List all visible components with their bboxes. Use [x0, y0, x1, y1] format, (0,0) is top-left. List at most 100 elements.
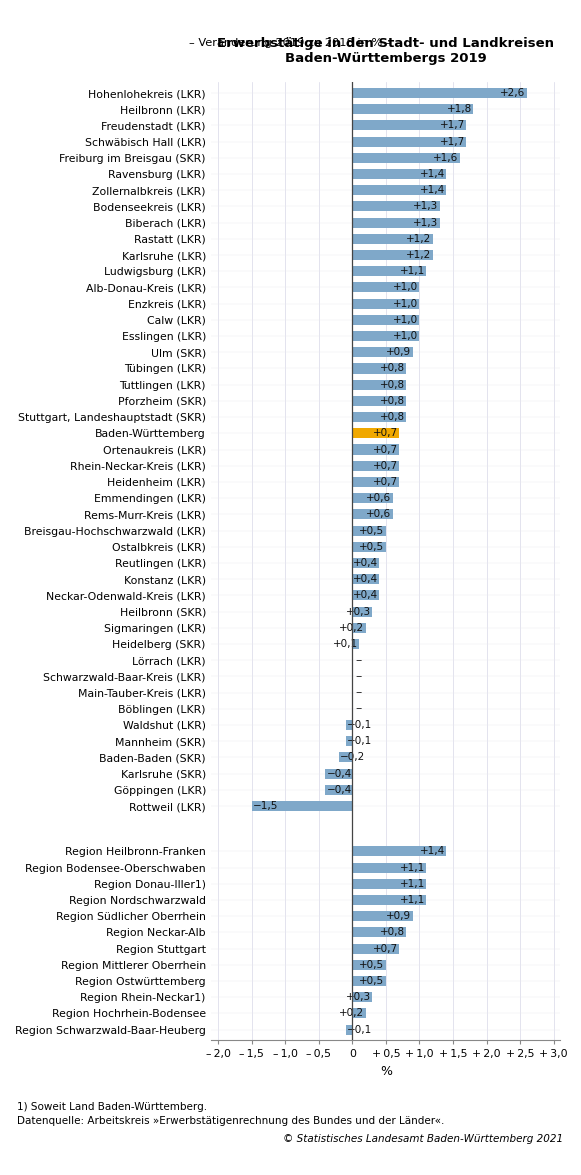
Bar — [352, 444, 399, 455]
Text: −0,1: −0,1 — [347, 720, 372, 730]
Bar — [352, 250, 433, 260]
Text: –: – — [355, 703, 361, 716]
Text: +0,3: +0,3 — [346, 606, 371, 617]
Text: +0,4: +0,4 — [353, 558, 378, 568]
Text: +0,5: +0,5 — [360, 976, 385, 986]
Text: −0,4: −0,4 — [327, 768, 352, 779]
Text: +1,1: +1,1 — [400, 879, 425, 888]
Text: +0,6: +0,6 — [366, 494, 391, 503]
Text: +0,5: +0,5 — [360, 960, 385, 969]
Text: +0,2: +0,2 — [339, 1008, 364, 1019]
Bar — [352, 976, 386, 986]
Bar — [352, 960, 386, 969]
Text: +0,5: +0,5 — [360, 525, 385, 536]
Text: +0,7: +0,7 — [373, 444, 398, 455]
Bar — [352, 944, 399, 954]
Text: +1,3: +1,3 — [413, 217, 438, 228]
Text: +0,9: +0,9 — [386, 911, 411, 921]
Text: +1,0: +1,0 — [393, 331, 418, 341]
Bar — [352, 639, 359, 649]
Bar — [346, 737, 352, 746]
Text: +1,1: +1,1 — [400, 895, 425, 905]
Bar — [352, 509, 393, 519]
Bar — [352, 623, 366, 633]
Bar — [252, 801, 352, 811]
Text: +1,3: +1,3 — [413, 201, 438, 212]
Text: +1,2: +1,2 — [406, 234, 432, 244]
Text: +1,7: +1,7 — [440, 120, 465, 130]
Bar — [352, 169, 446, 179]
Text: +0,8: +0,8 — [379, 927, 405, 938]
Text: +0,8: +0,8 — [379, 363, 405, 374]
Text: +0,1: +0,1 — [332, 639, 358, 649]
Text: +1,2: +1,2 — [406, 250, 432, 260]
Text: +0,7: +0,7 — [373, 461, 398, 471]
Text: −0,1: −0,1 — [347, 1025, 372, 1035]
Text: +0,8: +0,8 — [379, 412, 405, 422]
Bar — [352, 494, 393, 503]
Bar — [352, 542, 386, 552]
Text: +1,4: +1,4 — [419, 846, 445, 857]
Bar — [352, 992, 372, 1002]
Text: +0,7: +0,7 — [373, 477, 398, 486]
Text: +1,0: +1,0 — [393, 315, 418, 324]
Bar — [352, 461, 399, 471]
Bar — [352, 412, 406, 422]
Text: +1,8: +1,8 — [447, 105, 472, 114]
Bar — [352, 234, 433, 244]
Bar — [352, 217, 440, 228]
Text: +1,4: +1,4 — [419, 169, 445, 179]
Bar — [352, 525, 386, 536]
Text: +0,5: +0,5 — [360, 542, 385, 552]
Bar — [352, 267, 426, 276]
Bar — [352, 186, 446, 195]
Bar — [352, 363, 406, 374]
Text: +1,1: +1,1 — [400, 862, 425, 873]
Bar — [339, 752, 352, 763]
Text: +0,4: +0,4 — [353, 590, 378, 600]
Bar — [352, 590, 379, 600]
Text: –: – — [355, 653, 361, 666]
Bar — [352, 862, 426, 873]
Bar — [352, 136, 467, 147]
Bar — [352, 201, 440, 212]
Text: +0,6: +0,6 — [366, 509, 391, 519]
Text: +0,2: +0,2 — [339, 623, 364, 633]
Bar — [352, 895, 426, 905]
Bar — [352, 298, 419, 309]
Title: Erwerbstätige in den Stadt- und Landkreisen Baden-Württembergs 2019: Erwerbstätige in den Stadt- und Landkrei… — [217, 38, 554, 66]
Bar — [352, 1008, 366, 1019]
Bar — [352, 879, 426, 888]
Text: –: – — [355, 670, 361, 683]
Text: +1,0: +1,0 — [393, 298, 418, 309]
Bar — [352, 606, 372, 617]
Bar — [352, 331, 419, 341]
Bar — [346, 720, 352, 730]
Bar — [352, 315, 419, 325]
Text: +0,8: +0,8 — [379, 380, 405, 390]
Bar — [325, 785, 352, 794]
Bar — [352, 911, 413, 921]
Text: −0,4: −0,4 — [327, 785, 352, 794]
Text: –: – — [355, 686, 361, 699]
Text: +0,7: +0,7 — [373, 944, 398, 954]
Text: +0,3: +0,3 — [346, 992, 371, 1002]
Text: +0,8: +0,8 — [379, 396, 405, 405]
Text: −0,1: −0,1 — [347, 737, 372, 746]
Text: +1,1: +1,1 — [400, 267, 425, 276]
Text: −0,2: −0,2 — [340, 752, 365, 763]
Bar — [325, 768, 352, 779]
Bar — [352, 282, 419, 293]
Text: +1,6: +1,6 — [433, 153, 458, 163]
Bar — [352, 348, 413, 357]
Text: – Veränderung 2019 zu 2018 in % –: – Veränderung 2019 zu 2018 in % – — [189, 38, 392, 48]
Bar — [352, 477, 399, 486]
Text: +1,0: +1,0 — [393, 282, 418, 293]
Bar — [352, 846, 446, 857]
Text: +2,6: +2,6 — [500, 88, 525, 98]
Bar — [352, 927, 406, 938]
Bar — [346, 1025, 352, 1035]
Bar — [352, 396, 406, 405]
Bar — [352, 428, 399, 438]
Bar — [352, 575, 379, 584]
